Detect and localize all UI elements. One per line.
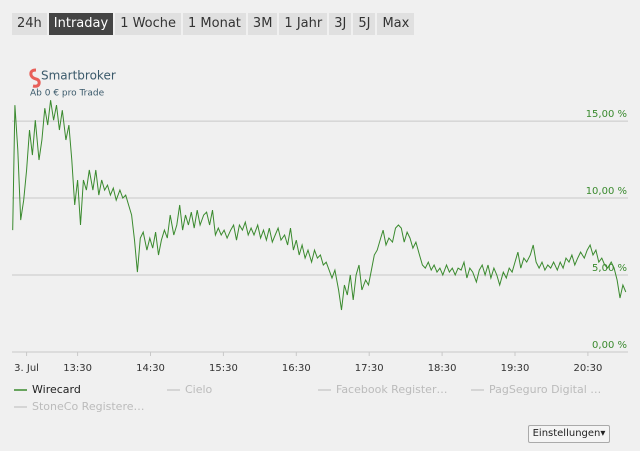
brand-tagline: Ab 0 € pro Trade: [30, 89, 105, 99]
x-tick-label: 3. Jul: [14, 363, 39, 374]
legend-entry[interactable]: Cielo: [185, 383, 213, 396]
legend-entry[interactable]: Facebook Register…: [336, 383, 447, 396]
x-tick-label: 20:30: [573, 363, 602, 374]
y-tick-label: 15,00 %: [586, 109, 627, 120]
y-tick-label: 5,00 %: [592, 263, 627, 274]
x-tick-label: 16:30: [282, 363, 311, 374]
x-tick-label: 18:30: [428, 363, 457, 374]
x-tick-label: 19:30: [501, 363, 530, 374]
range-tabs: 24h Intraday 1 Woche 1 Monat 3M 1 Jahr 3J 5J Max: [12, 13, 415, 35]
range-tab[interactable]: 3M: [247, 13, 278, 35]
x-tick-label: 15:30: [209, 363, 238, 374]
legend-entry[interactable]: Wirecard: [32, 383, 81, 396]
legend-entry[interactable]: StoneCo Registere…: [32, 400, 145, 413]
x-tick-label: 13:30: [63, 363, 92, 374]
x-tick-label: 14:30: [136, 363, 165, 374]
y-tick-label: 0,00 %: [592, 340, 627, 351]
price-line: [12, 100, 627, 311]
range-tab[interactable]: 5J: [353, 13, 376, 35]
range-tab[interactable]: 3J: [329, 13, 352, 35]
logo-icon: [29, 68, 41, 88]
range-tab[interactable]: Max: [377, 13, 415, 35]
range-tab[interactable]: 24h: [12, 13, 47, 35]
range-tab[interactable]: Intraday: [48, 13, 114, 35]
range-tab[interactable]: 1 Woche: [115, 13, 182, 35]
y-tick-label: 10,00 %: [586, 186, 627, 197]
brand-name: Smartbroker: [41, 69, 116, 83]
x-tick-label: 17:30: [355, 363, 384, 374]
range-tab[interactable]: 1 Jahr: [279, 13, 328, 35]
settings-button[interactable]: Einstellungen▾: [528, 425, 610, 443]
range-tab[interactable]: 1 Monat: [183, 13, 246, 35]
legend-entry[interactable]: PagSeguro Digital …: [489, 383, 601, 396]
